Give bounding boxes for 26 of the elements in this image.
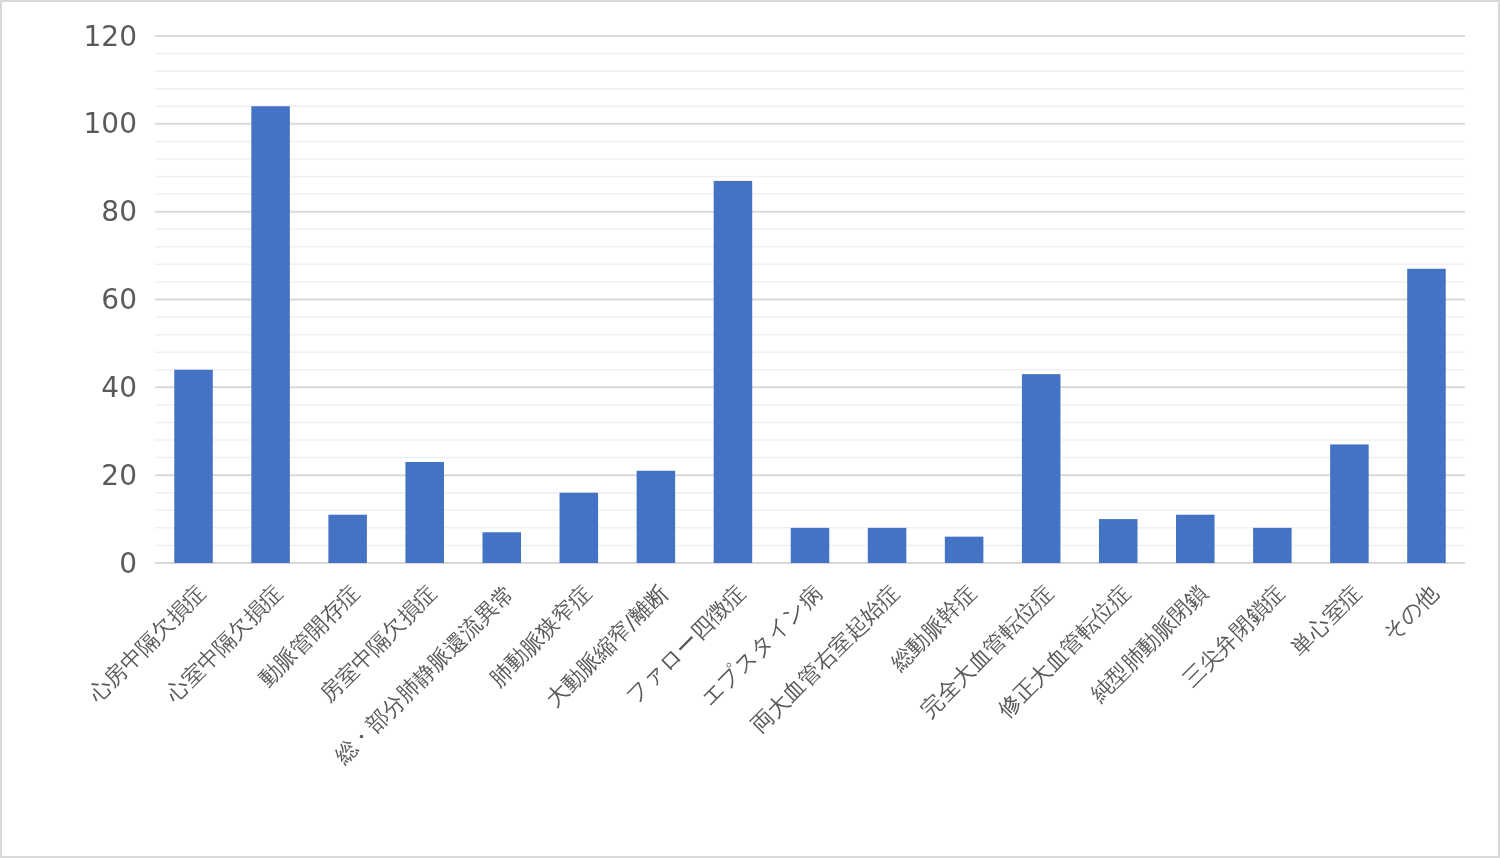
bar	[174, 369, 213, 563]
y-tick-label: 40	[101, 370, 137, 404]
bar	[1021, 374, 1061, 563]
bar	[251, 106, 290, 563]
bar	[1176, 514, 1215, 563]
bar	[405, 461, 444, 563]
bar	[328, 514, 367, 563]
bar	[482, 532, 522, 563]
bar	[636, 470, 676, 563]
bar	[790, 527, 830, 563]
bar	[559, 492, 599, 563]
x-tick-label: その他	[1377, 580, 1444, 646]
bar	[713, 180, 753, 563]
y-tick-label: 80	[101, 195, 137, 229]
x-tick-label: 単心室症	[1286, 580, 1367, 661]
y-tick-label: 100	[83, 107, 137, 141]
y-tick-label: 20	[101, 458, 137, 492]
bar	[1098, 519, 1138, 563]
bar	[1253, 527, 1292, 563]
y-tick-label: 60	[101, 283, 137, 316]
y-tick-label: 120	[83, 19, 137, 53]
bar	[1407, 268, 1446, 563]
bar	[1330, 444, 1369, 563]
y-tick-label: 0	[119, 546, 137, 580]
bar	[944, 536, 984, 563]
bar	[867, 527, 907, 563]
